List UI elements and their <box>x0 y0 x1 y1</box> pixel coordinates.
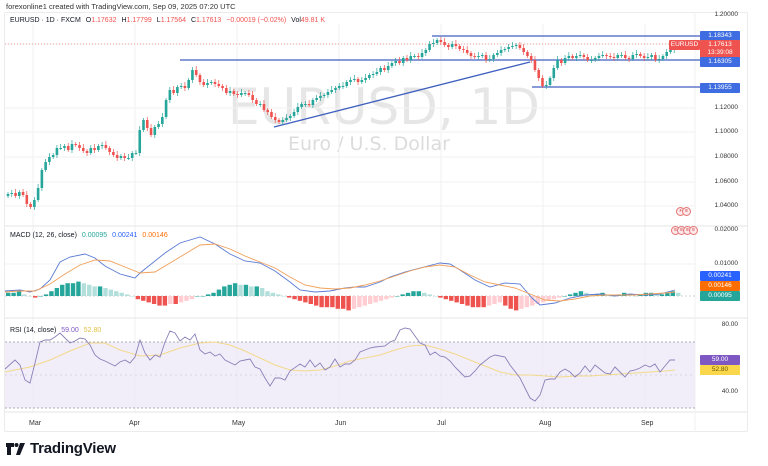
trendline <box>273 61 531 128</box>
symbol-price-tag: EURUSD <box>669 40 700 50</box>
price-axis-label: 0.02000 <box>714 226 739 233</box>
time-axis-label: Aug <box>539 420 552 427</box>
low-label: L <box>156 17 161 24</box>
rsi-axis-label: 40.00 <box>721 388 738 395</box>
macd-line-value: 0.00241 <box>112 232 138 239</box>
price-axis-label: 1.04000 <box>714 202 739 209</box>
chart-frame <box>4 12 748 432</box>
symbol-legend[interactable]: EURUSD · 1D · FXCM O1.17632 H1.17799 L1.… <box>10 17 328 24</box>
price-axis-label: 1.10000 <box>714 128 739 135</box>
macd-histogram-tag: 0.00095 <box>700 291 740 301</box>
symbol-name[interactable]: EURUSD · 1D · FXCM <box>10 17 81 24</box>
time-axis-label: Jul <box>437 420 446 427</box>
time-axis-label: Jun <box>335 420 347 427</box>
rsi-legend[interactable]: RSI (14, close) 59.00 52.80 <box>10 327 104 334</box>
change-value: −0.00019 (−0.02%) <box>226 17 287 24</box>
time-axis-label: May <box>232 420 246 427</box>
macd-axis-label: 0.01000 <box>714 260 739 267</box>
us-flag-icon[interactable]: ≡ <box>682 207 691 216</box>
tradingview-logo[interactable]: TradingView <box>6 440 116 457</box>
rsi-title[interactable]: RSI (14, close) <box>10 327 57 334</box>
rsi-value-tag: 59.00 <box>700 355 740 365</box>
price-axis-label: 1.08000 <box>714 153 739 160</box>
volume-value: 49.81 K <box>300 17 326 24</box>
rsi-ma-tag: 52.80 <box>700 365 740 375</box>
open-value: 1.17632 <box>91 17 117 24</box>
volume-label: Vol <box>291 17 301 24</box>
resistance-price-tag: 1.18343 <box>700 31 740 41</box>
macd-line-tag: 0.00241 <box>700 271 740 281</box>
close-value: 1.17613 <box>196 17 222 24</box>
countdown-tag: 13:39:08 <box>700 48 740 58</box>
low-value: 1.17564 <box>160 17 186 24</box>
tradingview-logo-icon <box>6 442 25 455</box>
price-axis-label: 1.20000 <box>714 11 739 18</box>
time-axis-label: Apr <box>129 420 140 427</box>
macd-title[interactable]: MACD (12, 26, close) <box>10 232 77 239</box>
horizontal-levels <box>180 35 700 88</box>
rsi-axis-label: 80.00 <box>721 321 738 328</box>
close-label: C <box>190 17 197 24</box>
high-label: H <box>121 17 127 24</box>
macd-signal-tag: 0.00146 <box>700 281 740 291</box>
candlesticks <box>6 37 680 210</box>
macd-histogram-value: 0.00095 <box>81 232 108 239</box>
brand-name: TradingView <box>30 440 116 457</box>
macd-signal-value: 0.00146 <box>142 232 168 239</box>
macd-legend[interactable]: MACD (12, 26, close) 0.00095 0.00241 0.0… <box>10 232 171 239</box>
macd-signal-line <box>4 243 676 302</box>
time-axis-label: Sep <box>641 420 654 427</box>
high-value: 1.17799 <box>126 17 152 24</box>
rsi-ma-line <box>4 341 676 378</box>
us-flag-icon[interactable]: ≡ <box>689 226 698 235</box>
rsi-ma-value: 52.80 <box>83 327 102 334</box>
support-mid-price-tag: 1.16305 <box>700 57 740 67</box>
chart-credit: forexonline1 created with TradingView.co… <box>6 2 236 11</box>
rsi-line <box>4 327 675 402</box>
rsi-value: 59.00 <box>61 327 79 334</box>
time-axis-label: Mar <box>29 420 42 427</box>
price-axis-label: 1.12000 <box>714 104 739 111</box>
economic-events[interactable]: ⚡ ≡ ≡ ≡ ≡ ≡ <box>671 199 698 236</box>
open-label: O <box>85 17 92 24</box>
price-axis-label: 1.06000 <box>714 178 739 185</box>
support-low-price-tag: 1.13955 <box>700 83 740 93</box>
last-price-tag: 1.17613 <box>700 40 740 50</box>
